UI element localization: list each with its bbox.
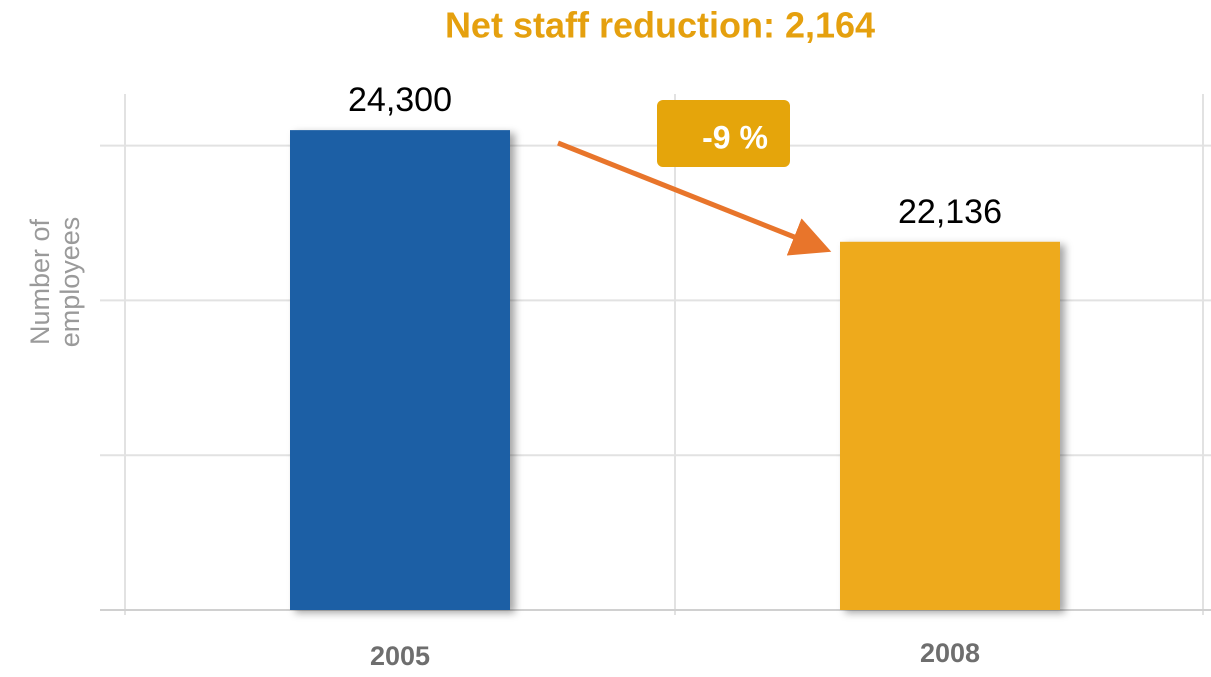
bar xyxy=(840,241,1060,610)
y-axis-label: Number of employees xyxy=(25,216,85,348)
annotation-box xyxy=(657,100,790,167)
data-label: 24,300 xyxy=(348,81,452,119)
chart-title: Net staff reduction: 2,164 xyxy=(445,5,875,46)
bar xyxy=(290,130,510,610)
trend-arrow xyxy=(557,140,832,256)
annotation: -9 % xyxy=(702,119,768,155)
x-tick-label: 2008 xyxy=(920,638,980,668)
x-tick-label: 2005 xyxy=(370,641,430,671)
data-label: 22,136 xyxy=(898,193,1002,231)
